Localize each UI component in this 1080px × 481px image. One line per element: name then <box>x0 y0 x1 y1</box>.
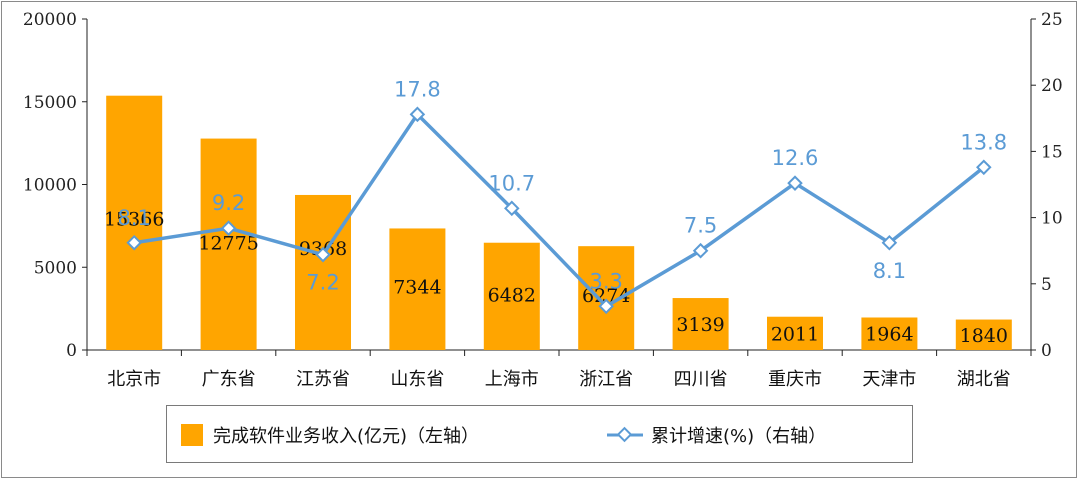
right-tick-label: 5 <box>1041 275 1052 295</box>
line-point <box>692 242 709 259</box>
line-value-label: 7.2 <box>306 271 339 295</box>
bar <box>767 316 823 350</box>
line-value-label: 3.3 <box>589 269 622 293</box>
bar <box>295 194 351 350</box>
legend: 完成软件业务收入(亿元)（左轴） 累计增速(%)（右轴） <box>166 405 913 463</box>
line-value-label: 10.7 <box>488 171 535 195</box>
line-value-label: 12.6 <box>772 146 819 170</box>
category-label: 山东省 <box>390 369 444 390</box>
right-tick-label: 0 <box>1041 341 1052 361</box>
bar-value-label: 6482 <box>488 285 536 307</box>
growth-line <box>133 112 985 309</box>
left-tick-label: 15000 <box>23 93 77 113</box>
line-point <box>220 220 237 236</box>
left-tick-label: 5000 <box>34 258 77 278</box>
line-value-label: 8.1 <box>117 206 150 230</box>
bar-value-label: 6274 <box>582 285 630 307</box>
line-point <box>976 159 992 176</box>
line-marker-icon <box>607 426 643 443</box>
category-label: 四川省 <box>674 369 728 390</box>
line-point <box>409 106 426 123</box>
left-tick-label: 20000 <box>23 10 77 30</box>
line-value-label: 8.1 <box>873 259 906 283</box>
legend-item-line: 累计增速(%)（右轴） <box>607 422 826 448</box>
bar-value-label: 7344 <box>393 276 441 298</box>
bar-value-label: 12775 <box>198 233 258 255</box>
line-value-label: 13.8 <box>960 130 1007 154</box>
bar-value-label: 2011 <box>771 323 819 345</box>
left-tick-label: 10000 <box>23 176 77 196</box>
category-label: 湖北省 <box>957 369 1011 390</box>
right-tick-label: 15 <box>1041 142 1063 162</box>
line-point <box>126 234 142 251</box>
right-tick-label: 10 <box>1041 209 1063 229</box>
bar-value-label: 3139 <box>676 314 724 336</box>
category-label: 上海市 <box>485 369 539 390</box>
bar-value-label: 1964 <box>865 324 913 346</box>
right-tick-label: 20 <box>1041 76 1063 96</box>
bar <box>861 317 918 350</box>
left-tick-label: 0 <box>66 341 77 361</box>
line-point <box>598 298 614 315</box>
line-point <box>504 200 520 217</box>
bar-swatch-icon <box>181 424 203 446</box>
bar <box>200 138 257 350</box>
line-point <box>787 175 803 191</box>
bar <box>672 298 729 350</box>
legend-bar-label: 完成软件业务收入(亿元)（左轴） <box>213 426 480 447</box>
line-value-label: 7.5 <box>684 214 717 238</box>
bar <box>483 242 540 350</box>
category-label: 浙江省 <box>579 369 633 390</box>
category-label: 天津市 <box>862 369 916 390</box>
category-label: 重庆市 <box>768 369 822 390</box>
legend-line-label: 累计增速(%)（右轴） <box>651 426 827 447</box>
category-label: 北京市 <box>107 369 161 390</box>
line-point <box>881 234 898 251</box>
category-label: 江苏省 <box>296 369 350 390</box>
bar <box>106 95 163 350</box>
bar-value-label: 15366 <box>104 209 164 231</box>
line-value-label: 17.8 <box>394 77 441 101</box>
legend-item-bar: 完成软件业务收入(亿元)（左轴） <box>181 422 479 448</box>
category-label: 广东省 <box>202 369 256 390</box>
bar <box>389 228 446 350</box>
bar <box>578 246 635 350</box>
line-value-label: 9.2 <box>212 191 245 215</box>
line-point <box>315 246 331 263</box>
right-tick-label: 25 <box>1041 10 1063 30</box>
bar-value-label: 1840 <box>960 325 1008 347</box>
bar <box>955 319 1012 350</box>
